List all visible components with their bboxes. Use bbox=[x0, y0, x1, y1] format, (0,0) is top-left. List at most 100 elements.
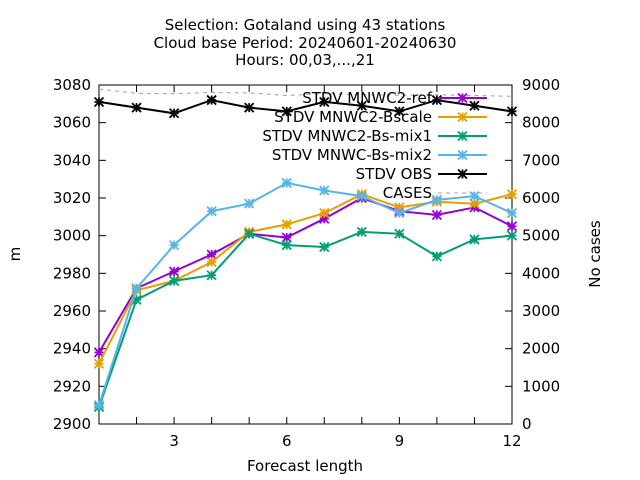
y2-tick-label: 7000 bbox=[522, 151, 560, 169]
data-point bbox=[131, 102, 142, 113]
y2-tick-label: 1000 bbox=[522, 377, 560, 395]
legend-label: CASES bbox=[383, 184, 432, 202]
series-3 bbox=[93, 177, 518, 411]
data-point bbox=[93, 347, 105, 358]
axis-ticks: 2900292029402960298030003020304030603080… bbox=[53, 76, 560, 450]
data-point bbox=[206, 94, 217, 106]
x-tick-label: 12 bbox=[502, 432, 521, 450]
y2-tick-label: 4000 bbox=[522, 264, 560, 282]
data-point bbox=[394, 228, 405, 239]
x-tick-label: 9 bbox=[395, 432, 405, 450]
series-4 bbox=[93, 94, 518, 119]
y-tick-label: 2940 bbox=[53, 340, 91, 358]
series-line bbox=[98, 193, 513, 365]
data-point bbox=[431, 251, 443, 262]
data-point bbox=[244, 198, 255, 209]
series-2 bbox=[93, 226, 518, 413]
data-point bbox=[506, 207, 518, 219]
data-point bbox=[506, 230, 518, 241]
data-point bbox=[206, 256, 217, 268]
data-point bbox=[431, 194, 443, 206]
data-point bbox=[206, 206, 217, 217]
y-tick-label: 3020 bbox=[53, 189, 91, 207]
chart-title: Selection: Gotaland using 43 stations Cl… bbox=[154, 16, 457, 69]
legend-label: STDV MNWC2-Bs-mix1 bbox=[262, 127, 432, 145]
legend-label: STDV OBS bbox=[356, 165, 432, 183]
legend-marker bbox=[457, 168, 468, 180]
data-point bbox=[168, 275, 180, 287]
data-point bbox=[319, 185, 330, 196]
legend-entry: STDV OBS bbox=[356, 165, 487, 183]
legend-marker bbox=[457, 92, 468, 104]
data-point bbox=[431, 94, 443, 106]
data-point bbox=[168, 239, 180, 251]
legend-entry: STDV MNWC-Bs-mix2 bbox=[272, 146, 487, 164]
y-tick-label: 3040 bbox=[53, 151, 91, 169]
series-layer bbox=[93, 88, 518, 413]
data-point bbox=[356, 100, 367, 111]
series-line bbox=[98, 99, 513, 115]
data-point bbox=[131, 283, 142, 294]
y2-tick-label: 3000 bbox=[522, 302, 560, 320]
data-point bbox=[319, 207, 330, 219]
data-point bbox=[281, 239, 292, 251]
title-line-2: Cloud base Period: 20240601-20240630 bbox=[154, 34, 457, 52]
x-tick-label: 6 bbox=[282, 432, 292, 450]
legend-entry: STDV MNWC2-Bs-mix1 bbox=[262, 127, 487, 145]
data-point bbox=[319, 241, 330, 253]
data-point bbox=[469, 234, 480, 245]
y-tick-label: 3000 bbox=[53, 227, 91, 245]
data-point bbox=[469, 198, 480, 209]
y-tick-label: 2920 bbox=[53, 377, 91, 395]
data-point bbox=[244, 102, 255, 113]
y2-tick-label: 0 bbox=[522, 415, 532, 433]
y-tick-label: 3080 bbox=[53, 76, 91, 94]
data-point bbox=[394, 207, 405, 219]
data-point bbox=[281, 177, 292, 189]
data-point bbox=[281, 106, 292, 117]
x-axis-label: Forecast length bbox=[247, 457, 363, 475]
data-point bbox=[319, 96, 330, 108]
data-point bbox=[356, 226, 367, 238]
data-point bbox=[244, 228, 255, 239]
data-point bbox=[206, 249, 217, 260]
data-point bbox=[506, 106, 518, 117]
data-point bbox=[93, 400, 105, 411]
legend-marker bbox=[457, 130, 468, 142]
legend-label: STDV MNWC2-Bscale bbox=[274, 108, 432, 126]
data-point bbox=[168, 266, 180, 277]
plot-frame bbox=[98, 84, 513, 425]
title-line-1: Selection: Gotaland using 43 stations bbox=[165, 16, 446, 34]
y-tick-label: 2900 bbox=[53, 415, 91, 433]
legend-marker bbox=[457, 149, 468, 161]
y2-tick-label: 8000 bbox=[522, 114, 560, 132]
title-line-3: Hours: 00,03,...,21 bbox=[235, 51, 375, 69]
y2-tick-label: 9000 bbox=[522, 76, 560, 94]
y-axis-label: m bbox=[6, 247, 24, 262]
x-tick-label: 3 bbox=[169, 432, 179, 450]
data-point bbox=[206, 270, 217, 281]
data-point bbox=[469, 100, 480, 111]
data-point bbox=[93, 96, 105, 108]
y-tick-label: 2980 bbox=[53, 264, 91, 282]
y2-tick-label: 5000 bbox=[522, 227, 560, 245]
legend-label: STDV MNWC-Bs-mix2 bbox=[272, 146, 432, 164]
series-5 bbox=[98, 88, 513, 97]
data-point bbox=[431, 209, 443, 221]
y2-tick-label: 2000 bbox=[522, 340, 560, 358]
series-line bbox=[98, 181, 513, 406]
series-line bbox=[98, 88, 513, 97]
data-point bbox=[168, 108, 180, 119]
y2-tick-label: 6000 bbox=[522, 189, 560, 207]
legend-entry: CASES bbox=[383, 184, 487, 202]
y-tick-label: 2960 bbox=[53, 302, 91, 320]
legend-marker bbox=[457, 111, 468, 123]
data-point bbox=[394, 106, 405, 117]
legend-label: STDV MNWC2-ref bbox=[302, 89, 432, 107]
plot-area bbox=[98, 84, 513, 425]
y-tick-label: 3060 bbox=[53, 114, 91, 132]
y2-axis-label: No cases bbox=[586, 220, 604, 288]
data-point bbox=[506, 221, 518, 232]
